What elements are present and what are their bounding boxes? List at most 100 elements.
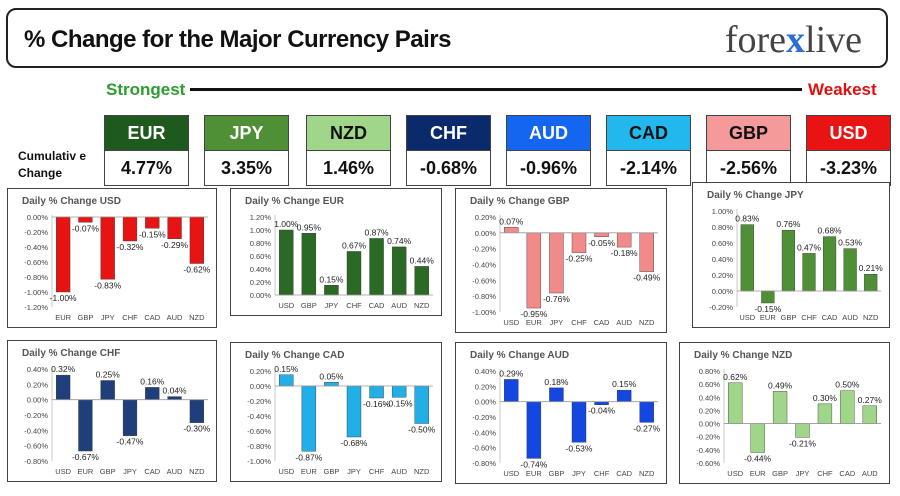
y-tick-label: -0.60% — [472, 276, 496, 285]
bar — [840, 390, 855, 424]
data-label: -0.15% — [386, 398, 413, 408]
chart-title: Daily % Change GBP — [470, 196, 570, 207]
bar — [802, 253, 816, 292]
data-label: -0.76% — [543, 294, 570, 304]
data-label: -0.49% — [633, 273, 660, 283]
bar — [728, 382, 743, 424]
y-tick-label: -0.60% — [472, 444, 496, 453]
forexlive-logo: forexlive — [725, 18, 862, 62]
bar — [864, 273, 878, 292]
y-tick-label: -0.20% — [472, 413, 496, 422]
bar — [414, 266, 429, 296]
x-tick-label: EUR — [526, 469, 542, 478]
bar — [817, 403, 833, 424]
summary-ccy-label: USD — [807, 116, 890, 151]
bar — [822, 236, 837, 292]
y-tick-label: -0.80% — [24, 457, 48, 466]
bar — [56, 374, 71, 400]
y-tick-label: 0.20% — [250, 367, 272, 376]
y-tick-label: -0.40% — [24, 426, 48, 435]
x-tick-label: GBP — [772, 469, 788, 478]
summary-ccy-label: GBP — [707, 116, 790, 151]
x-tick-label: USD — [503, 318, 519, 327]
y-tick-label: -0.80% — [472, 459, 496, 468]
data-label: -0.18% — [611, 248, 638, 258]
bar — [772, 391, 788, 424]
summary-ccy-label: CAD — [607, 116, 690, 151]
data-label: 0.04% — [163, 386, 188, 396]
y-tick-label: -1.00% — [24, 288, 48, 297]
data-label: 0.21% — [859, 263, 884, 273]
summary-ccy-label: AUD — [507, 116, 590, 151]
data-label: 0.15% — [319, 274, 344, 284]
x-tick-label: EUR — [301, 467, 317, 476]
chart-panel-eur: Daily % Change EUR 0.00% 0.20% 0.40% 0.60% 0.… — [230, 188, 442, 316]
bar — [301, 385, 317, 452]
x-tick-label: USD — [727, 469, 743, 478]
y-tick-label: 0.00% — [27, 396, 49, 405]
chart-panel-gbp: Daily % Change GBP 0.20% 0.00% -0.20% -0.40%… — [455, 188, 667, 333]
x-tick-label: AUD — [862, 469, 878, 478]
logo-text-left: fore — [724, 19, 787, 61]
data-label: 0.87% — [365, 227, 390, 237]
bar — [594, 401, 609, 405]
x-tick-label: NZD — [189, 313, 205, 322]
bar — [391, 385, 407, 398]
x-tick-label: NZD — [189, 467, 205, 476]
y-tick-label: -0.40% — [24, 243, 48, 252]
data-label: 0.27% — [858, 395, 883, 405]
bar-chart: Daily % Change CHF 0.40% 0.20% 0.00% -0.20% -… — [22, 348, 211, 476]
y-tick-label: 0.00% — [712, 287, 734, 296]
y-tick-label: 0.00% — [699, 420, 721, 429]
bar — [391, 246, 407, 296]
bar — [189, 399, 204, 423]
x-tick-label: NZD — [414, 301, 430, 310]
y-tick-label: 0.00% — [250, 382, 272, 391]
bar — [100, 380, 115, 400]
bar — [301, 233, 317, 296]
y-tick-label: 0.40% — [27, 365, 49, 374]
x-tick-label: AUD — [167, 467, 183, 476]
x-tick-label: USD — [503, 469, 519, 478]
x-tick-label: NZD — [639, 318, 655, 327]
bar — [346, 251, 362, 296]
data-label: 0.07% — [499, 216, 524, 226]
page-title: % Change for the Major Currency Pairs — [24, 26, 451, 53]
y-tick-label: -1.00% — [472, 308, 496, 317]
bar — [279, 229, 294, 296]
chart-panel-usd: Daily % Change USD 0.00% -0.20% -0.40% -0.60… — [7, 188, 217, 328]
bar — [740, 224, 754, 292]
bar — [781, 230, 796, 292]
x-tick-label: CAD — [594, 318, 610, 327]
chart-panel-aud: Daily % Change AUD 0.40% 0.20% 0.00% -0.20% -… — [455, 342, 667, 484]
x-tick-label: NZD — [639, 469, 655, 478]
chart-panel-nzd: Daily % Change NZD 0.80% 0.60% 0.40% 0.20% 0.… — [679, 342, 890, 484]
bar — [843, 248, 857, 292]
y-tick-label: -0.60% — [24, 442, 48, 451]
x-tick-label: USD — [278, 301, 294, 310]
strength-arrow-line — [190, 88, 802, 91]
data-label: 0.44% — [410, 255, 435, 265]
x-tick-label: GBP — [549, 469, 565, 478]
data-label: -0.47% — [117, 437, 144, 447]
data-label: -0.62% — [183, 265, 210, 275]
x-tick-label: CHF — [369, 467, 385, 476]
x-tick-label: CHF — [122, 313, 138, 322]
y-tick-label: -0.60% — [24, 258, 48, 267]
cumulative-change-label: Cumulativ e Change — [18, 149, 87, 180]
bar — [167, 396, 182, 400]
x-tick-label: JPY — [347, 467, 361, 476]
bar-chart: Daily % Change GBP 0.20% 0.00% -0.20% -0.40%… — [470, 196, 661, 327]
data-label: 0.15% — [274, 364, 299, 374]
y-tick-label: 0.20% — [27, 380, 49, 389]
summary-ccy-label: NZD — [307, 116, 390, 151]
x-tick-label: CHF — [594, 469, 610, 478]
chart-title: Daily % Change NZD — [694, 350, 792, 361]
bar — [414, 385, 429, 424]
data-label: -0.53% — [566, 443, 593, 453]
y-tick-label: -0.20% — [24, 411, 48, 420]
x-tick-label: AUD — [616, 318, 632, 327]
x-tick-label: GBP — [78, 313, 94, 322]
data-label: 1.00% — [274, 219, 299, 229]
bar — [616, 389, 632, 402]
